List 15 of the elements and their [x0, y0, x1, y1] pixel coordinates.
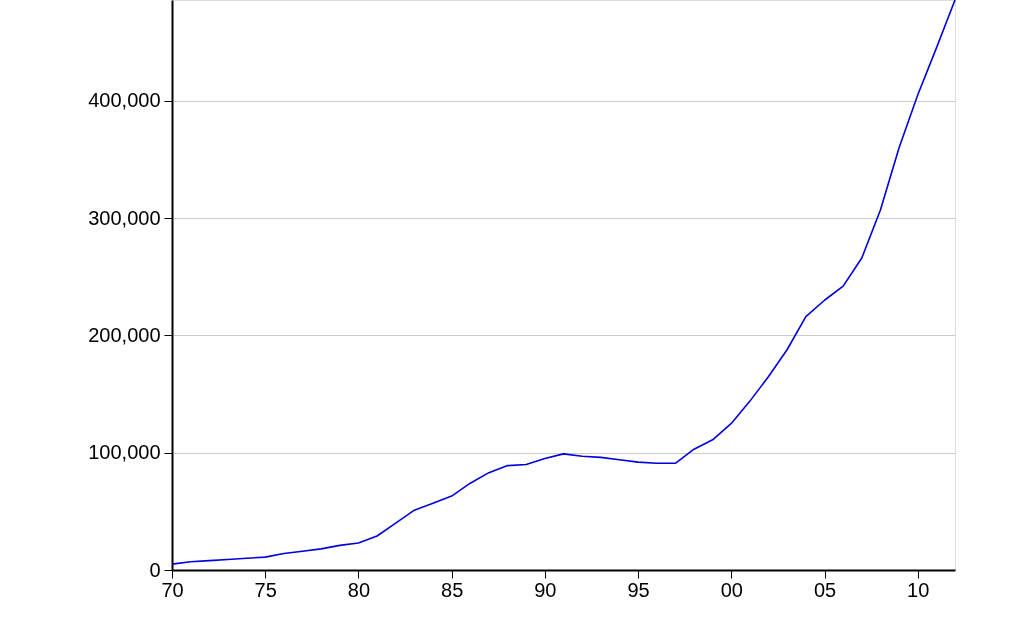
x-tick-label: 05	[813, 578, 837, 601]
y-tick-label: 200,000	[88, 323, 161, 346]
line-series	[171, 0, 956, 565]
x-tick-label: 80	[347, 578, 371, 601]
x-tick-label: 70	[161, 578, 184, 601]
y-tick-label: 0	[149, 558, 161, 581]
x-tick-label: 90	[534, 578, 557, 601]
x-tick-label: 10	[907, 578, 930, 601]
y-tick-label: 300,000	[88, 206, 161, 229]
x-tick-label: 75	[254, 578, 277, 601]
x-tick-label: 85	[441, 578, 464, 601]
y-tick-label: 400,000	[88, 89, 161, 112]
x-tick-label: 95	[627, 578, 650, 601]
x-tick-label: 00	[720, 578, 743, 601]
y-tick-label: 100,000	[88, 441, 161, 464]
